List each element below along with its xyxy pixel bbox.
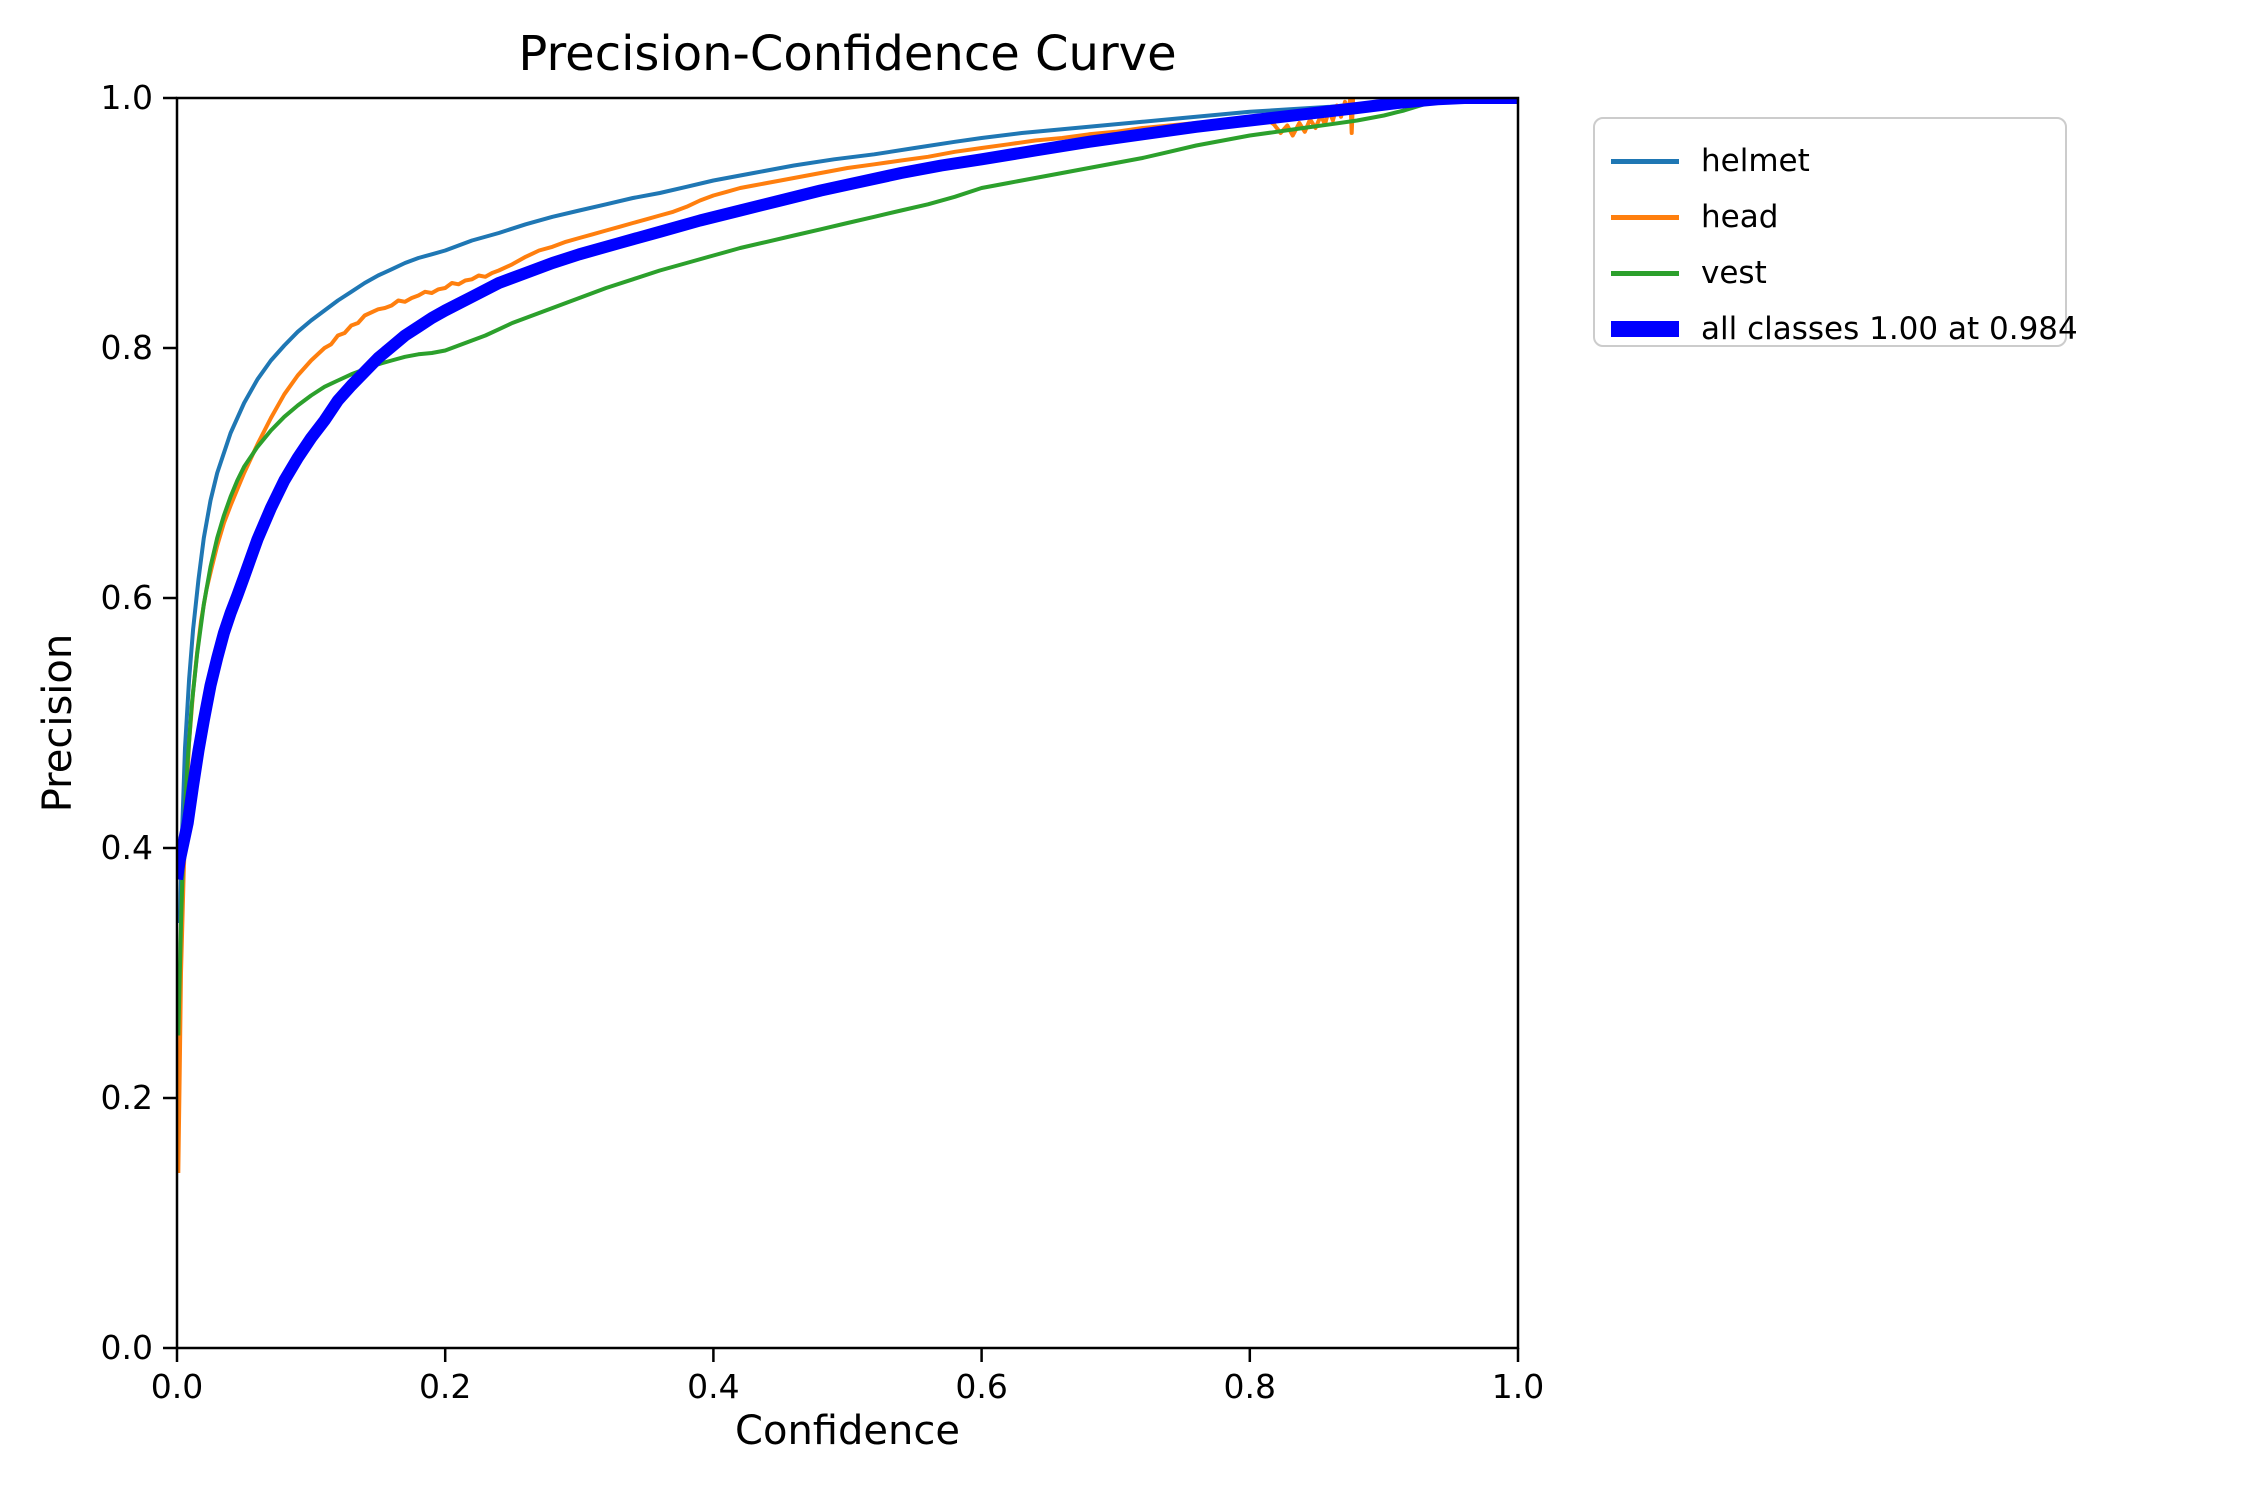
y-tick-label: 0.4 (100, 828, 153, 867)
legend-item-vest: vest (1595, 245, 2065, 301)
curve-helmet (177, 98, 1425, 924)
legend-item-helmet: helmet (1595, 133, 2065, 189)
legend-item-head: head (1595, 189, 2065, 245)
x-tick-label: 0.8 (1223, 1367, 1277, 1406)
x-tick-label: 0.6 (955, 1367, 1008, 1406)
curve-vest (177, 102, 1425, 1036)
legend-line-swatch-icon (1611, 321, 1679, 337)
y-tick-label: 0.0 (100, 1328, 153, 1367)
x-tick-label: 0.2 (418, 1367, 472, 1406)
chart-title: Precision-Confidence Curve (518, 26, 1177, 82)
curves-group (177, 98, 1518, 1174)
legend-item-all: all classes 1.00 at 0.984 (1595, 301, 2078, 357)
y-axis-label: Precision (35, 633, 81, 813)
y-tick-label: 0.8 (100, 328, 153, 367)
legend-label: vest (1701, 255, 1767, 291)
legend-line-swatch-icon (1611, 214, 1679, 220)
legend-label: helmet (1701, 143, 1810, 179)
plot-frame (175, 96, 1520, 1350)
x-axis-label: Confidence (735, 1408, 960, 1454)
y-tick-label: 0.2 (100, 1078, 153, 1117)
x-tick-label: 0.4 (687, 1367, 740, 1406)
legend-line-swatch-icon (1611, 158, 1679, 164)
y-tick-label: 1.0 (100, 78, 153, 117)
y-tick-label: 0.6 (100, 578, 153, 617)
legend-box: helmet head vest all classes 1.00 at 0.984 (1593, 117, 2078, 347)
x-tick-label: 1.0 (1491, 1367, 1545, 1406)
x-tick-label: 0.0 (150, 1367, 204, 1406)
legend-line-swatch-icon (1611, 270, 1679, 276)
curve-all-classes (177, 98, 1518, 881)
legend-label: all classes 1.00 at 0.984 (1701, 311, 2078, 347)
curve-head (177, 98, 1356, 1174)
legend-label: head (1701, 199, 1779, 235)
